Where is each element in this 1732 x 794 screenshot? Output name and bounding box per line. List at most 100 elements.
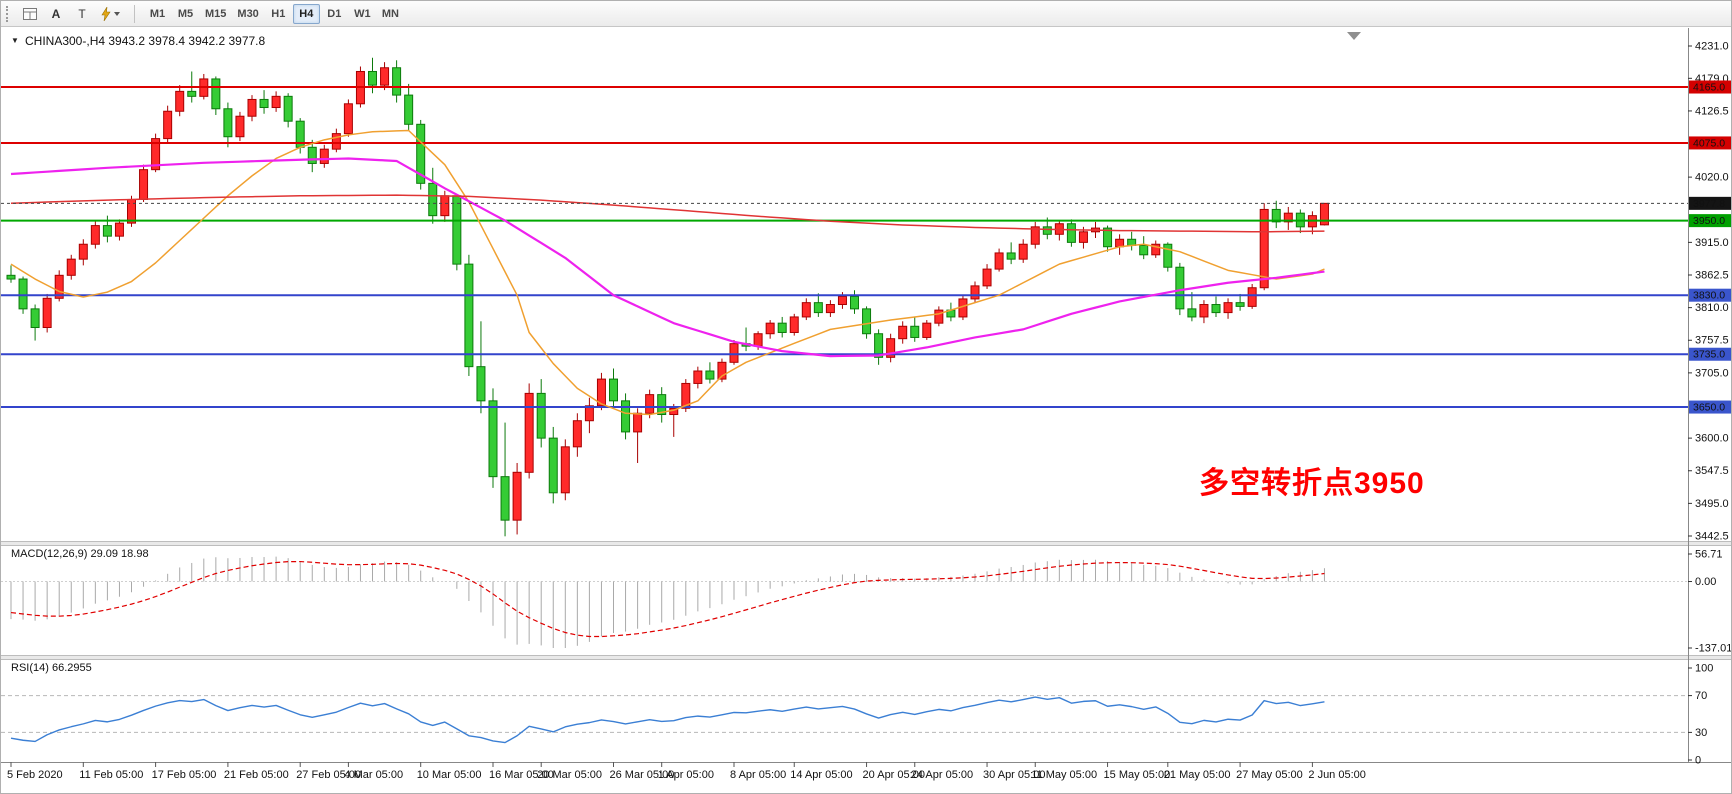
candle-body xyxy=(187,90,197,97)
candle-body xyxy=(30,308,40,329)
text-tool-button[interactable]: T xyxy=(70,3,94,25)
time-tick-label: 15 May 05:00 xyxy=(1104,769,1171,781)
candle-body xyxy=(970,285,980,300)
candle-body xyxy=(801,302,811,318)
time-tick-label: 17 Feb 05:00 xyxy=(152,769,217,781)
rsi-tick-label: 0 xyxy=(1695,755,1701,767)
dropdown-caret-icon xyxy=(114,11,120,16)
candle-body xyxy=(1066,223,1076,243)
candle-body xyxy=(982,268,992,287)
timeframe-button-m15[interactable]: M15 xyxy=(200,4,231,24)
candle-body xyxy=(994,252,1004,270)
rsi-tick-label: 100 xyxy=(1695,663,1713,675)
candle-body xyxy=(1006,252,1016,260)
panel-separator-1[interactable] xyxy=(1,541,1732,546)
quick-tool-button[interactable] xyxy=(96,3,125,25)
time-tick-label: 21 May 05:00 xyxy=(1164,769,1231,781)
timeframe-button-mn[interactable]: MN xyxy=(377,4,404,24)
candle-body xyxy=(1115,238,1125,248)
time-tick-label: 2 Jun 05:00 xyxy=(1308,769,1366,781)
timeframe-button-d1[interactable]: D1 xyxy=(321,4,348,24)
candle-body xyxy=(524,392,534,473)
time-tick-label: 26 Mar 05:00 xyxy=(610,769,675,781)
time-tick-label: 5 Feb 2020 xyxy=(7,769,63,781)
time-tick-label: 16 Mar 05:00 xyxy=(489,769,554,781)
time-tick-label: 4 Mar 05:00 xyxy=(344,769,403,781)
price-tick-label: 4126.5 xyxy=(1695,105,1729,117)
toolbar-grip[interactable] xyxy=(6,5,11,22)
candle-body xyxy=(1139,244,1149,256)
candle-body xyxy=(488,400,498,478)
candle-body xyxy=(1078,231,1088,243)
timeframe-button-h4[interactable]: H4 xyxy=(292,3,320,24)
macd-tick-label: -137.01 xyxy=(1695,643,1732,655)
timeframe-button-group: M1 M5 M15 M30 H1 H4 D1 W1 MN xyxy=(144,3,404,24)
chart-shift-marker-icon xyxy=(1347,32,1361,40)
annotation-text[interactable]: 多空转折点3950 xyxy=(1199,467,1425,500)
price-badge-4075.0 xyxy=(1689,136,1731,150)
candle-body xyxy=(235,115,245,138)
price-tick-label: 3705.0 xyxy=(1695,367,1729,379)
candle-body xyxy=(331,133,341,150)
timeframe-button-m1[interactable]: M1 xyxy=(144,4,171,24)
chart-windows-button[interactable] xyxy=(18,3,42,25)
candle-body xyxy=(705,370,715,380)
timeframe-button-m30[interactable]: M30 xyxy=(232,4,263,24)
ma-mid-magenta xyxy=(10,157,1325,358)
candle-body xyxy=(452,195,462,265)
candle-body xyxy=(78,243,88,260)
candle-body xyxy=(1211,304,1221,314)
price-tick-label: 3495.0 xyxy=(1695,498,1729,510)
rsi-indicator-label: RSI(14) 66.2955 xyxy=(11,662,92,674)
time-tick-label: 11 Feb 05:00 xyxy=(79,769,143,781)
price-badge-3830.0 xyxy=(1689,288,1731,302)
rsi-tick-label: 70 xyxy=(1695,690,1707,702)
candle-body xyxy=(6,274,16,280)
candle-body xyxy=(404,94,414,125)
time-tick-label: 27 Feb 05:00 xyxy=(296,769,361,781)
candle-body xyxy=(633,412,643,433)
candle-body xyxy=(1175,266,1185,310)
candle-body xyxy=(271,95,281,109)
candle-body xyxy=(693,370,703,384)
price-tick-label: 3600.0 xyxy=(1695,433,1729,445)
candle-body xyxy=(1042,226,1052,235)
price-tick-label: 3862.5 xyxy=(1695,269,1729,281)
candle-body xyxy=(898,325,908,340)
price-badge-3950.0 xyxy=(1689,214,1731,228)
panel-separator-2[interactable] xyxy=(1,655,1732,660)
candle-body xyxy=(825,304,835,314)
candle-body xyxy=(464,263,474,368)
candle-body xyxy=(717,361,727,380)
price-badge-text: 3830.0 xyxy=(1693,290,1725,302)
time-tick-label: 1 Apr 05:00 xyxy=(658,769,714,781)
time-tick-label: 8 Apr 05:00 xyxy=(730,769,786,781)
chart-canvas[interactable]: 4231.04179.04126.54020.03915.03862.53810… xyxy=(1,28,1732,794)
candle-body xyxy=(922,322,932,338)
chart-menu-caret-icon[interactable]: ▼ xyxy=(11,36,19,45)
chart-area[interactable]: 4231.0 4179.0 4126.5 4020.0 3915.0 3862.5 3810… xyxy=(1,28,1732,794)
candle-body xyxy=(572,420,582,448)
candle-body xyxy=(850,295,859,310)
price-badge-3650.0 xyxy=(1689,400,1731,414)
candle-body xyxy=(548,437,558,494)
candle-body xyxy=(211,78,221,110)
toolbar-separator xyxy=(134,4,135,23)
candle-body xyxy=(1247,287,1257,307)
ma-slow-red xyxy=(10,194,1325,233)
candle-body xyxy=(1223,302,1233,314)
macd-signal-line xyxy=(10,560,1325,638)
ma-fast-orange xyxy=(10,129,1325,416)
timeframe-button-h1[interactable]: H1 xyxy=(265,4,292,24)
timeframe-button-w1[interactable]: W1 xyxy=(349,4,376,24)
price-badge-text: 3735.0 xyxy=(1693,349,1725,361)
candle-body xyxy=(1030,226,1040,245)
font-tool-button[interactable]: A xyxy=(44,3,68,25)
chart-title: CHINA300-,H4 3943.2 3978.4 3942.2 3977.8 xyxy=(25,34,266,48)
timeframe-button-m5[interactable]: M5 xyxy=(172,4,199,24)
windows-grid-icon xyxy=(23,7,37,20)
lightning-icon xyxy=(101,6,111,21)
macd-tick-label: 0.00 xyxy=(1695,576,1716,588)
candle-body xyxy=(223,108,233,138)
